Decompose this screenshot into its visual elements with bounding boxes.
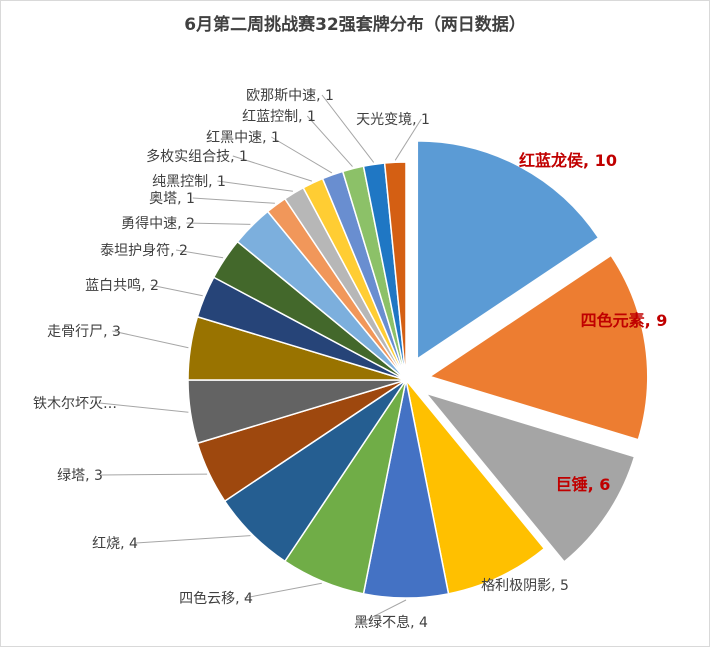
leader-line xyxy=(492,578,501,586)
leader-line xyxy=(100,473,208,476)
slice-label: 红蓝控制, 1 xyxy=(242,109,316,125)
leader-line xyxy=(306,115,353,167)
leader-line xyxy=(192,197,275,204)
leader-line xyxy=(244,582,322,599)
slice-label: 走骨行尸, 3 xyxy=(47,324,121,340)
slice-label: 巨锤, 6 xyxy=(556,475,611,494)
leader-line xyxy=(99,402,189,413)
leader-line xyxy=(271,136,333,174)
slice-label: 泰坦护身符, 2 xyxy=(100,243,188,259)
slice-label: 奥塔, 1 xyxy=(149,190,195,207)
leader-line xyxy=(150,284,203,297)
leader-line xyxy=(135,535,251,544)
slice-label: 红蓝龙侯, 10 xyxy=(519,151,617,170)
leader-line xyxy=(321,94,375,163)
pie-slice xyxy=(405,379,546,595)
pie-slice xyxy=(416,140,600,361)
slice-label: 铁木尔坏灭… xyxy=(33,396,117,412)
slice-label: 多枚实组合技, 1 xyxy=(146,148,248,165)
slice-label: 蓝白共鸣, 2 xyxy=(85,277,159,294)
leader-line xyxy=(362,599,407,623)
slice-label: 格利极阴影, 5 xyxy=(481,578,569,594)
slice-label: 勇得中速, 2 xyxy=(121,215,195,232)
pie-slice xyxy=(428,254,649,441)
leader-line xyxy=(186,222,251,225)
slice-label: 四色云移, 4 xyxy=(179,590,253,607)
pie-slice xyxy=(383,161,407,381)
pie-slice xyxy=(423,391,636,563)
slice-label: 红黑中速, 1 xyxy=(206,130,280,146)
slice-label: 四色元素, 9 xyxy=(581,311,668,330)
chart-title: 6月第二周挑战赛32强套牌分布（两日数据） xyxy=(184,15,526,35)
leader-line xyxy=(217,180,293,192)
slice-label: 红烧, 4 xyxy=(92,536,138,552)
leader-line xyxy=(394,118,422,161)
pie-labels: 红蓝龙侯, 10 四色元素, 9 巨锤, 6 格利极阴影, 5 黑绿不息, 4 四色云移,… xyxy=(33,88,667,631)
leader-line xyxy=(175,249,224,259)
leader-line xyxy=(232,155,313,182)
pie-slices xyxy=(187,140,649,599)
leader-line xyxy=(112,330,189,349)
slice-label: 黑绿不息, 4 xyxy=(354,614,428,631)
slice-label: 欧那斯中速, 1 xyxy=(246,88,334,104)
slice-label: 绿塔, 3 xyxy=(57,468,103,484)
slice-label: 天光变境, 1 xyxy=(356,112,430,128)
slice-label: 纯黑控制, 1 xyxy=(152,174,226,190)
